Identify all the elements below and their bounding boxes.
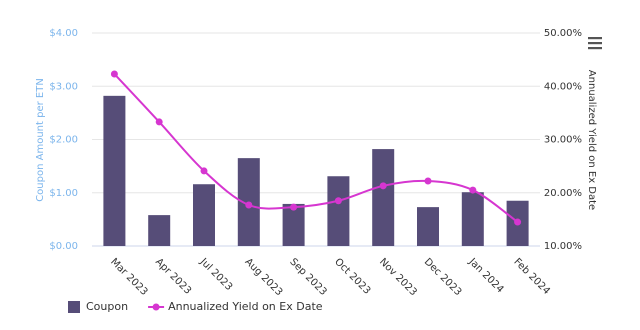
legend-item[interactable]: Coupon: [68, 300, 128, 313]
menu-button[interactable]: [588, 37, 602, 50]
line-marker: [379, 182, 387, 190]
bar: [282, 203, 305, 246]
bar: [461, 192, 484, 246]
x-tick-label: Jan 2024: [466, 256, 506, 296]
bar: [193, 184, 215, 246]
line-marker: [245, 201, 253, 209]
x-tick-label: Mar 2023: [108, 256, 149, 297]
x-tick-label: Sep 2023: [287, 256, 328, 297]
y2-tick-label: 50.00%: [544, 28, 582, 39]
y2-axis-title: Annualized Yield on Ex Date: [586, 70, 597, 210]
y-tick-label: $4.00: [49, 28, 78, 39]
line-marker: [469, 186, 477, 194]
line-marker: [514, 218, 522, 226]
y-tick-label: $2.00: [49, 135, 78, 146]
line-marker: [110, 70, 118, 78]
y2-tick-label: 10.00%: [544, 241, 582, 252]
legend-item[interactable]: Annualized Yield on Ex Date: [148, 300, 323, 313]
y2-tick-label: 30.00%: [544, 135, 582, 146]
legend-label: Coupon: [86, 300, 128, 313]
x-tick-label: Oct 2023: [332, 256, 372, 296]
x-tick-label: Aug 2023: [243, 256, 285, 298]
line: [113, 73, 519, 223]
bar: [327, 176, 350, 246]
y-axis-title: Coupon Amount per ETN: [35, 78, 46, 202]
y-tick-label: $0.00: [49, 241, 78, 252]
x-tick-label: Jul 2023: [197, 256, 234, 293]
legend-label: Annualized Yield on Ex Date: [168, 300, 323, 313]
bar: [148, 215, 171, 246]
x-tick-label: Nov 2023: [377, 256, 419, 298]
line-marker: [290, 203, 298, 211]
bar: [372, 149, 395, 246]
y2-tick-label: 40.00%: [544, 81, 582, 92]
legend-symbol: [68, 301, 80, 313]
line-marker: [200, 167, 208, 175]
y-tick-label: $1.00: [49, 188, 78, 199]
bar: [103, 95, 126, 247]
line-marker: [424, 177, 432, 185]
y2-tick-label: 20.00%: [544, 188, 582, 199]
line-marker: [334, 197, 342, 205]
x-tick-label: Dec 2023: [422, 256, 464, 298]
legend-symbol: [152, 303, 160, 311]
x-tick-label: Feb 2024: [511, 256, 552, 297]
x-tick-label: Apr 2023: [153, 256, 193, 296]
bar: [417, 207, 439, 246]
line-marker: [155, 118, 163, 126]
y-tick-label: $3.00: [49, 81, 78, 92]
